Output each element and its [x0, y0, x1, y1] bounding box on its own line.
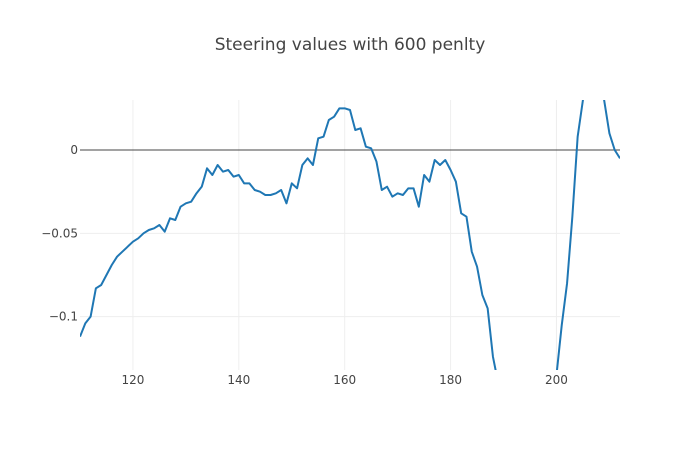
- x-tick-label: 160: [333, 373, 356, 387]
- series-line-steering: [80, 100, 620, 370]
- y-tick-label: 0: [70, 143, 78, 157]
- y-tick-label: −0.05: [41, 226, 78, 240]
- x-gridlines: [132, 100, 557, 370]
- x-tick-label: 140: [227, 373, 250, 387]
- x-tick-label: 200: [545, 373, 568, 387]
- x-tick-label: 180: [439, 373, 462, 387]
- series-group: [80, 100, 620, 370]
- y-axis-ticks: 0 −0.05 −0.1: [41, 143, 78, 324]
- x-tick-label: 120: [121, 373, 144, 387]
- y-gridlines: [80, 232, 620, 318]
- chart-title: Steering values with 600 penlty: [215, 35, 486, 55]
- y-tick-label: −0.1: [49, 310, 78, 324]
- x-axis-ticks: 120 140 160 180 200: [121, 373, 567, 387]
